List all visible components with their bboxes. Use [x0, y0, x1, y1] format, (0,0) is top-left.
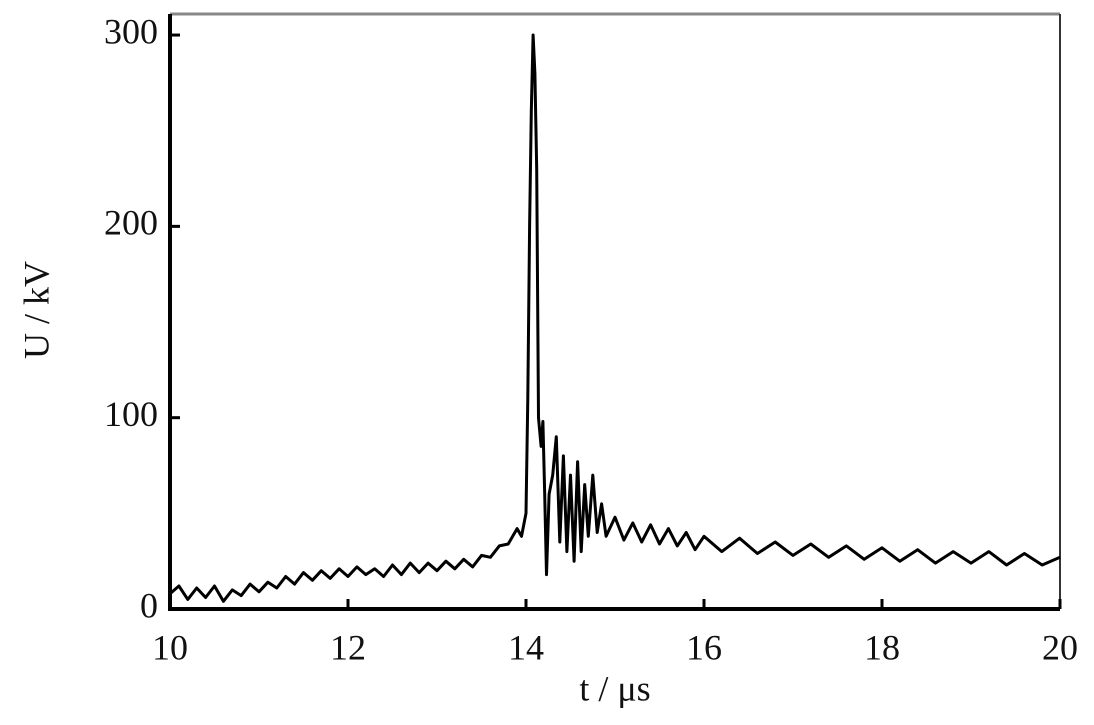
y-tick-label: 0 [140, 585, 158, 625]
x-tick-label: 10 [152, 627, 188, 667]
x-tick-label: 20 [1042, 627, 1078, 667]
y-axis-label: U / kV [16, 261, 56, 359]
x-tick-label: 14 [508, 627, 544, 667]
x-tick-label: 16 [686, 627, 722, 667]
y-tick-label: 200 [104, 203, 158, 243]
x-tick-label: 12 [330, 627, 366, 667]
signal-line [169, 33, 1061, 603]
y-tick-label: 300 [104, 11, 158, 51]
x-tick-label: 18 [864, 627, 900, 667]
y-tick-label: 100 [104, 394, 158, 434]
x-axis-label: t / μs [579, 668, 650, 708]
